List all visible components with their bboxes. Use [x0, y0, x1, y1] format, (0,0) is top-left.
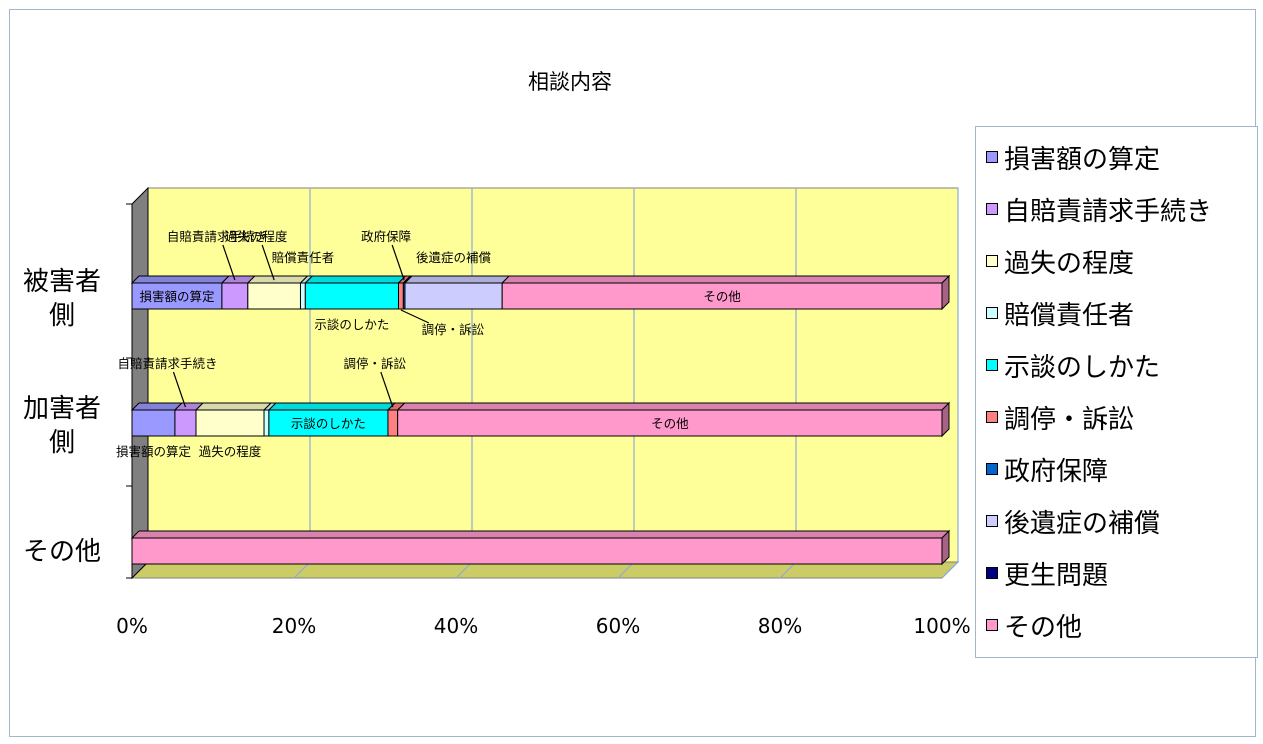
data-label: 自賠責請求手続き [167, 229, 267, 244]
category-label: 被害者側 [23, 267, 101, 331]
legend-label: 自賠責請求手続き [1004, 196, 1213, 227]
chart-legend: 損害額の算定自賠責請求手続き 過失の程度賠償責任者示談のしかた 調停・訴訟政府保障後… [975, 126, 1258, 658]
legend-label: 政府保障 [1004, 456, 1109, 487]
label-leader-line [380, 371, 394, 408]
plot-back-wall [147, 187, 959, 563]
data-label: 示談のしかた [314, 317, 389, 332]
legend-item: 自賠責請求手続き [986, 189, 1212, 229]
label-leader-line [391, 244, 405, 281]
data-label: 調停・訴訟 [422, 322, 485, 337]
bar-segment [304, 282, 399, 310]
legend-item: 損害額の算定 [986, 137, 1160, 177]
legend-swatch [986, 567, 998, 579]
category-label: 加害者側 [23, 394, 101, 458]
bar-segment-top [304, 275, 407, 284]
bar-segment [247, 282, 301, 310]
label-leader-line [261, 244, 275, 281]
bar-segment [131, 537, 943, 565]
bar-segment-top [130, 402, 184, 411]
data-label: 調停・訴訟 [344, 356, 407, 371]
bar-segment-top [267, 402, 397, 411]
x-tick-label: 20% [272, 614, 316, 638]
legend-swatch [986, 619, 998, 631]
legend-label: 調停・訴訟 [1004, 404, 1135, 435]
bar-segment [397, 409, 943, 437]
legend-swatch [986, 411, 998, 423]
data-label: 賠償責任者 [272, 250, 335, 265]
legend-swatch [986, 255, 998, 267]
legend-item: 過失の程度 [986, 241, 1134, 281]
category-label: その他 [23, 537, 101, 567]
legend-item: 賠償責任者 [986, 293, 1134, 333]
legend-label: 後遺症の補償 [1004, 508, 1161, 539]
data-label: 示談のしかた [291, 416, 366, 431]
gridline [941, 188, 959, 579]
data-label: 損害額の算定 [139, 289, 214, 304]
bar-segment-top [403, 275, 511, 284]
legend-label: 損害額の算定 [1004, 144, 1161, 175]
x-tick-label: 80% [758, 614, 802, 638]
bar-end-face [941, 529, 950, 566]
data-label: 過失の程度 [225, 229, 288, 244]
bar-segment [501, 282, 943, 310]
bar-segment [221, 282, 249, 310]
data-label: 自賠責請求手続き [117, 356, 217, 371]
data-label: 過失の程度 [199, 444, 262, 459]
chart-title: 相談内容 [528, 70, 612, 94]
bar-segment [397, 282, 404, 310]
legend-label: 示談のしかた [1004, 352, 1161, 383]
bar-segment [131, 409, 176, 437]
bar-segment-top [246, 275, 309, 284]
legend-label: 更生問題 [1004, 560, 1109, 591]
bar-segment-top [500, 275, 951, 284]
legend-item: その他 [986, 605, 1082, 645]
label-leader-line [172, 371, 187, 408]
bar-segment [404, 282, 503, 310]
legend-item: 後遺症の補償 [986, 501, 1160, 541]
x-tick-label: 40% [434, 614, 478, 638]
bar-segment-top [130, 275, 231, 284]
bar-end-face [941, 401, 950, 438]
bar-segment-top [130, 530, 951, 539]
bar-segment [174, 409, 197, 437]
legend-swatch [986, 463, 998, 475]
legend-swatch [986, 515, 998, 527]
legend-swatch [986, 203, 998, 215]
legend-item: 調停・訴訟 [986, 397, 1134, 437]
bar-segment [268, 409, 389, 437]
legend-item: 政府保障 [986, 449, 1108, 489]
legend-item: 示談のしかた [986, 345, 1160, 385]
bar-segment [195, 409, 265, 437]
bar-segment [263, 409, 270, 437]
legend-label: 賠償責任者 [1004, 300, 1135, 331]
bar-segment [131, 282, 223, 310]
label-leader-line [222, 244, 236, 281]
data-label: その他 [651, 416, 689, 431]
legend-label: その他 [1004, 612, 1083, 643]
data-label: 政府保障 [361, 229, 411, 244]
legend-label: 過失の程度 [1004, 248, 1135, 279]
data-label: 損害額の算定 [116, 444, 191, 459]
bar-segment-top [396, 402, 951, 411]
legend-item: 更生問題 [986, 553, 1108, 593]
x-tick-label: 100% [913, 614, 970, 638]
data-label: 後遺症の補償 [416, 250, 492, 265]
legend-swatch [986, 307, 998, 319]
label-leader-line [400, 309, 430, 324]
x-tick-label: 60% [596, 614, 640, 638]
legend-swatch [986, 151, 998, 163]
bar-segment [299, 282, 306, 310]
x-tick-label: 0% [116, 614, 148, 638]
bar-end-face [941, 274, 950, 311]
data-label: その他 [703, 289, 741, 304]
bar-segment-top [194, 402, 273, 411]
bar-segment [387, 409, 399, 437]
legend-swatch [986, 359, 998, 371]
plot-side-wall [131, 186, 149, 580]
